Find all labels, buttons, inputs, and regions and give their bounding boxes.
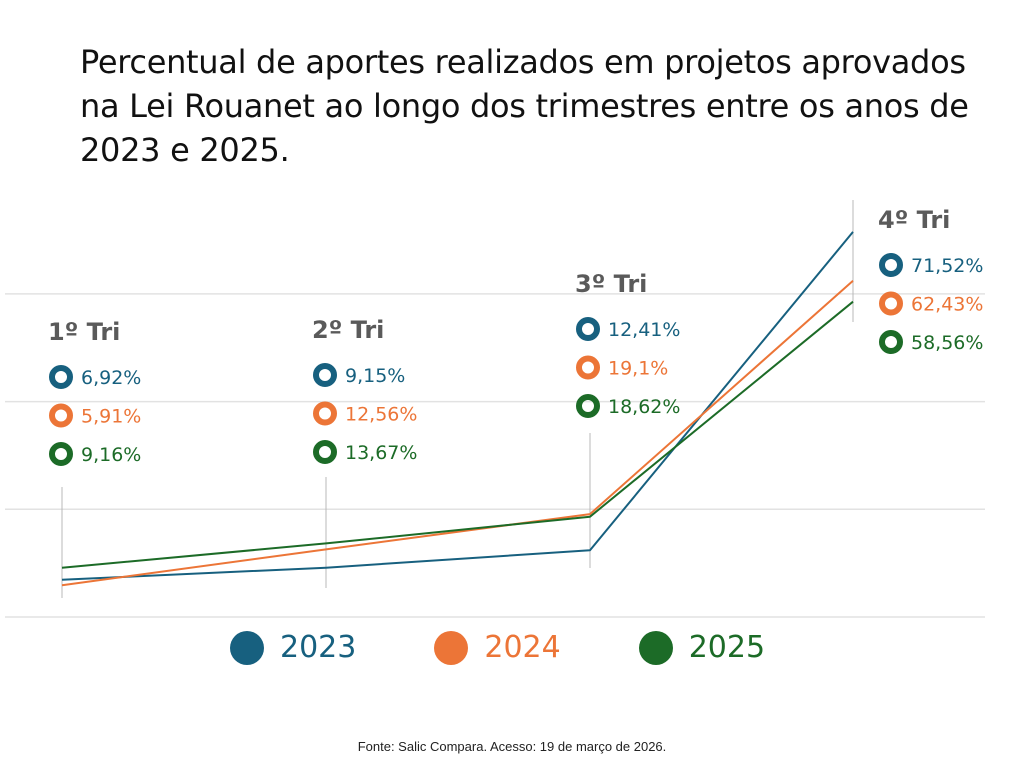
value-label-2023-q3: 12,41% (608, 319, 680, 341)
value-label-2023-q1: 6,92% (81, 367, 141, 389)
value-marker-2024-q3 (576, 355, 600, 380)
gridlines (5, 293, 985, 618)
value-label-2025-q3: 18,62% (608, 396, 680, 418)
value-marker-2025-q4 (879, 330, 903, 354)
value-label-2023-q2: 9,15% (345, 365, 405, 387)
value-label-2025-q1: 9,16% (81, 444, 141, 466)
legend: 2023 2024 2025 (230, 630, 843, 665)
value-marker-2023-q4 (879, 253, 903, 277)
legend-item-2024: 2024 (434, 630, 561, 665)
value-label-2025-q2: 13,67% (345, 442, 417, 464)
value-marker-2025-q3 (576, 394, 600, 418)
legend-label-2024: 2024 (484, 630, 561, 665)
series-lines (61, 231, 854, 587)
legend-label-2025: 2025 (688, 630, 766, 665)
value-marker-2023-q1 (49, 365, 73, 389)
legend-item-2023: 2023 (230, 630, 356, 665)
quarter-label-2: 2º Tri (312, 316, 384, 344)
value-label-2024-q4: 62,43% (911, 294, 983, 316)
value-marker-2025-q1 (49, 442, 73, 466)
quarter-label-1: 1º Tri (48, 318, 120, 346)
series-line-2023 (61, 231, 854, 581)
value-marker-2024-q4 (879, 291, 903, 316)
legend-dot-2023 (230, 630, 264, 665)
legend-dot-2024 (434, 630, 469, 665)
value-label-2023-q4: 71,52% (911, 255, 983, 277)
value-label-2024-q2: 12,56% (345, 404, 417, 426)
series-line-2025 (61, 300, 854, 569)
series-line-2024 (61, 280, 854, 587)
chart-title: Percentual de aportes realizados em proj… (80, 43, 969, 169)
value-label-2024-q3: 19,1% (608, 358, 668, 380)
legend-label-2023: 2023 (280, 630, 357, 665)
value-marker-2023-q3 (576, 317, 600, 341)
value-marker-2023-q2 (313, 363, 337, 387)
legend-item-2025: 2025 (638, 630, 766, 665)
value-label-2024-q1: 5,91% (81, 406, 141, 428)
quarter-labels: 1º Tri 6,92% 5,91% 9,16% 2º Tri 9,15% 12,56% 13… (48, 206, 983, 466)
value-marker-2024-q2 (313, 401, 337, 426)
legend-dot-2025 (638, 630, 673, 665)
quarter-label-3: 3º Tri (575, 270, 647, 298)
value-marker-2025-q2 (313, 440, 337, 464)
quarter-label-4: 4º Tri (878, 206, 950, 234)
value-marker-2024-q1 (49, 403, 73, 428)
value-label-2025-q4: 58,56% (911, 332, 983, 354)
source-note: Fonte: Salic Compara. Acesso: 19 de març… (357, 739, 667, 754)
